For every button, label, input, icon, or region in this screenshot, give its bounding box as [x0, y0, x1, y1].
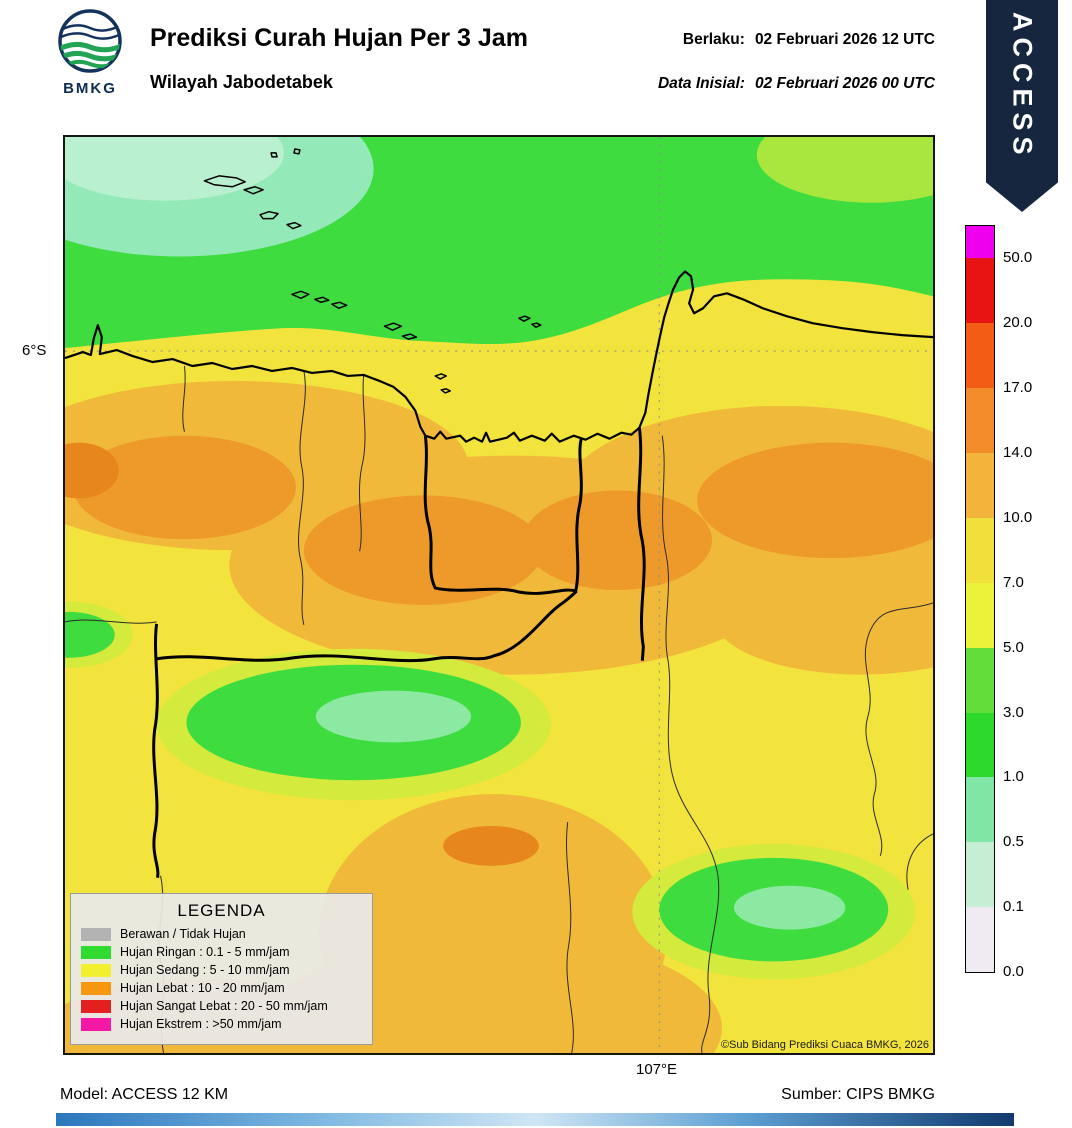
legend-item: Hujan Sedang : 5 - 10 mm/jam: [81, 963, 362, 977]
legend-swatch: [81, 927, 111, 941]
rainfall-map: LEGENDA Berawan / Tidak Hujan Hujan Ringa…: [63, 135, 935, 1055]
legend-label: Hujan Ringan : 0.1 - 5 mm/jam: [120, 945, 290, 959]
colorbar-segment: 1.0: [966, 712, 1024, 785]
legend-item: Hujan Sangat Lebat : 20 - 50 mm/jam: [81, 999, 362, 1013]
valid-time-value: 02 Februari 2026 12 UTC: [754, 31, 935, 48]
colorbar-tick-label: 0.1: [1003, 898, 1024, 916]
orange-core-region: [72, 435, 933, 605]
legend-item: Berawan / Tidak Hujan: [81, 927, 362, 941]
legend-item: Hujan Lebat : 10 - 20 mm/jam: [81, 981, 362, 995]
bold-borders: [152, 427, 646, 879]
initial-time: Data Inisial: 02 Februari 2026 00 UTC: [658, 75, 935, 93]
colorbar-tick-label: 14.0: [1003, 444, 1033, 462]
page-title: Prediksi Curah Hujan Per 3 Jam: [150, 24, 528, 52]
valid-time-label: Berlaku:: [682, 31, 745, 48]
access-ribbon: ACCESS: [986, 0, 1058, 212]
legend-label: Hujan Sedang : 5 - 10 mm/jam: [120, 963, 290, 977]
coastline: [65, 270, 933, 443]
colorbar-segment: 0.5: [966, 777, 1024, 850]
colorbar-tick-label: 10.0: [1003, 508, 1033, 526]
colorbar-tick-label: 17.0: [1003, 379, 1033, 397]
colorbar-segment: 5.0: [966, 582, 1024, 656]
colorbar-tick-label: 3.0: [1003, 703, 1024, 721]
legend-rows: Berawan / Tidak Hujan Hujan Ringan : 0.1 …: [81, 927, 362, 1031]
colorbar-segment: 0.1: [966, 842, 1024, 915]
gridlines: [65, 137, 933, 1053]
legend-label: Hujan Lebat : 10 - 20 mm/jam: [120, 981, 285, 995]
legend-swatch: [81, 963, 111, 977]
legend-swatch: [81, 999, 111, 1013]
colorbar-tick-label: 0.5: [1003, 833, 1024, 851]
longitude-label: 107°E: [636, 1061, 678, 1078]
colorbar-segment: 3.0: [966, 647, 1024, 721]
legend-item: Hujan Ringan : 0.1 - 5 mm/jam: [81, 945, 362, 959]
source-label: Sumber: CIPS BMKG: [781, 1086, 935, 1103]
legend-label: Hujan Sangat Lebat : 20 - 50 mm/jam: [120, 999, 328, 1013]
colorbar-segment: 20.0: [966, 258, 1032, 331]
colorbar: 50.0 20.0 17.0 14.0 10.0 7.0 5.0 3.0 1.0 0.5 0.1 0.…: [965, 225, 1032, 980]
colorbar-tick-label: 1.0: [1003, 768, 1024, 786]
colorbar-tick-label: 20.0: [1003, 314, 1033, 332]
colorbar-tick-label: 7.0: [1003, 573, 1024, 591]
colorbar-tick-label: 50.0: [1003, 249, 1033, 267]
initial-time-label: Data Inisial:: [657, 75, 745, 92]
legend-swatch: [81, 945, 111, 959]
colorbar-segment: 0.0: [966, 907, 1024, 980]
legend-label: Berawan / Tidak Hujan: [120, 927, 246, 941]
colorbar-segment: 17.0: [966, 323, 1032, 396]
initial-time-value: 02 Februari 2026 00 UTC: [754, 75, 935, 92]
bmkg-logo: BMKG: [48, 8, 132, 97]
latitude-label: 6°S: [22, 342, 47, 359]
green-low-regions: [65, 601, 916, 980]
legend-item: Hujan Ekstrem : >50 mm/jam: [81, 1017, 362, 1031]
page-subtitle: Wilayah Jabodetabek: [150, 72, 333, 92]
legend-label: Hujan Ekstrem : >50 mm/jam: [120, 1017, 282, 1031]
colorbar-segment: 7.0: [966, 517, 1024, 591]
legend-title: LEGENDA: [177, 901, 266, 920]
islands: [203, 148, 542, 394]
deep-orange-spots: [65, 442, 539, 866]
bmkg-logo-label: BMKG: [63, 80, 117, 97]
colorbar-tick-label: 0.0: [1003, 963, 1024, 981]
colorbar-segment: 10.0: [966, 453, 1032, 526]
copyright-text: ©Sub Bidang Prediksi Cuaca BMKG, 2026: [720, 1039, 929, 1051]
legend-box: LEGENDA Berawan / Tidak Hujan Hujan Ringa…: [70, 893, 373, 1045]
bottom-gradient-bar: [56, 1113, 1014, 1126]
valid-time: Berlaku: 02 Februari 2026 12 UTC: [683, 31, 935, 49]
colorbar-tick-label: 5.0: [1003, 638, 1024, 656]
access-ribbon-label: ACCESS: [1007, 12, 1038, 161]
bmkg-logo-icon: [58, 9, 122, 73]
colorbar-segment: 14.0: [966, 388, 1032, 461]
legend-swatch: [81, 1017, 111, 1031]
legend-swatch: [81, 981, 111, 995]
model-label: Model: ACCESS 12 KM: [60, 1086, 229, 1103]
colorbar-segment: 50.0: [966, 226, 1032, 266]
